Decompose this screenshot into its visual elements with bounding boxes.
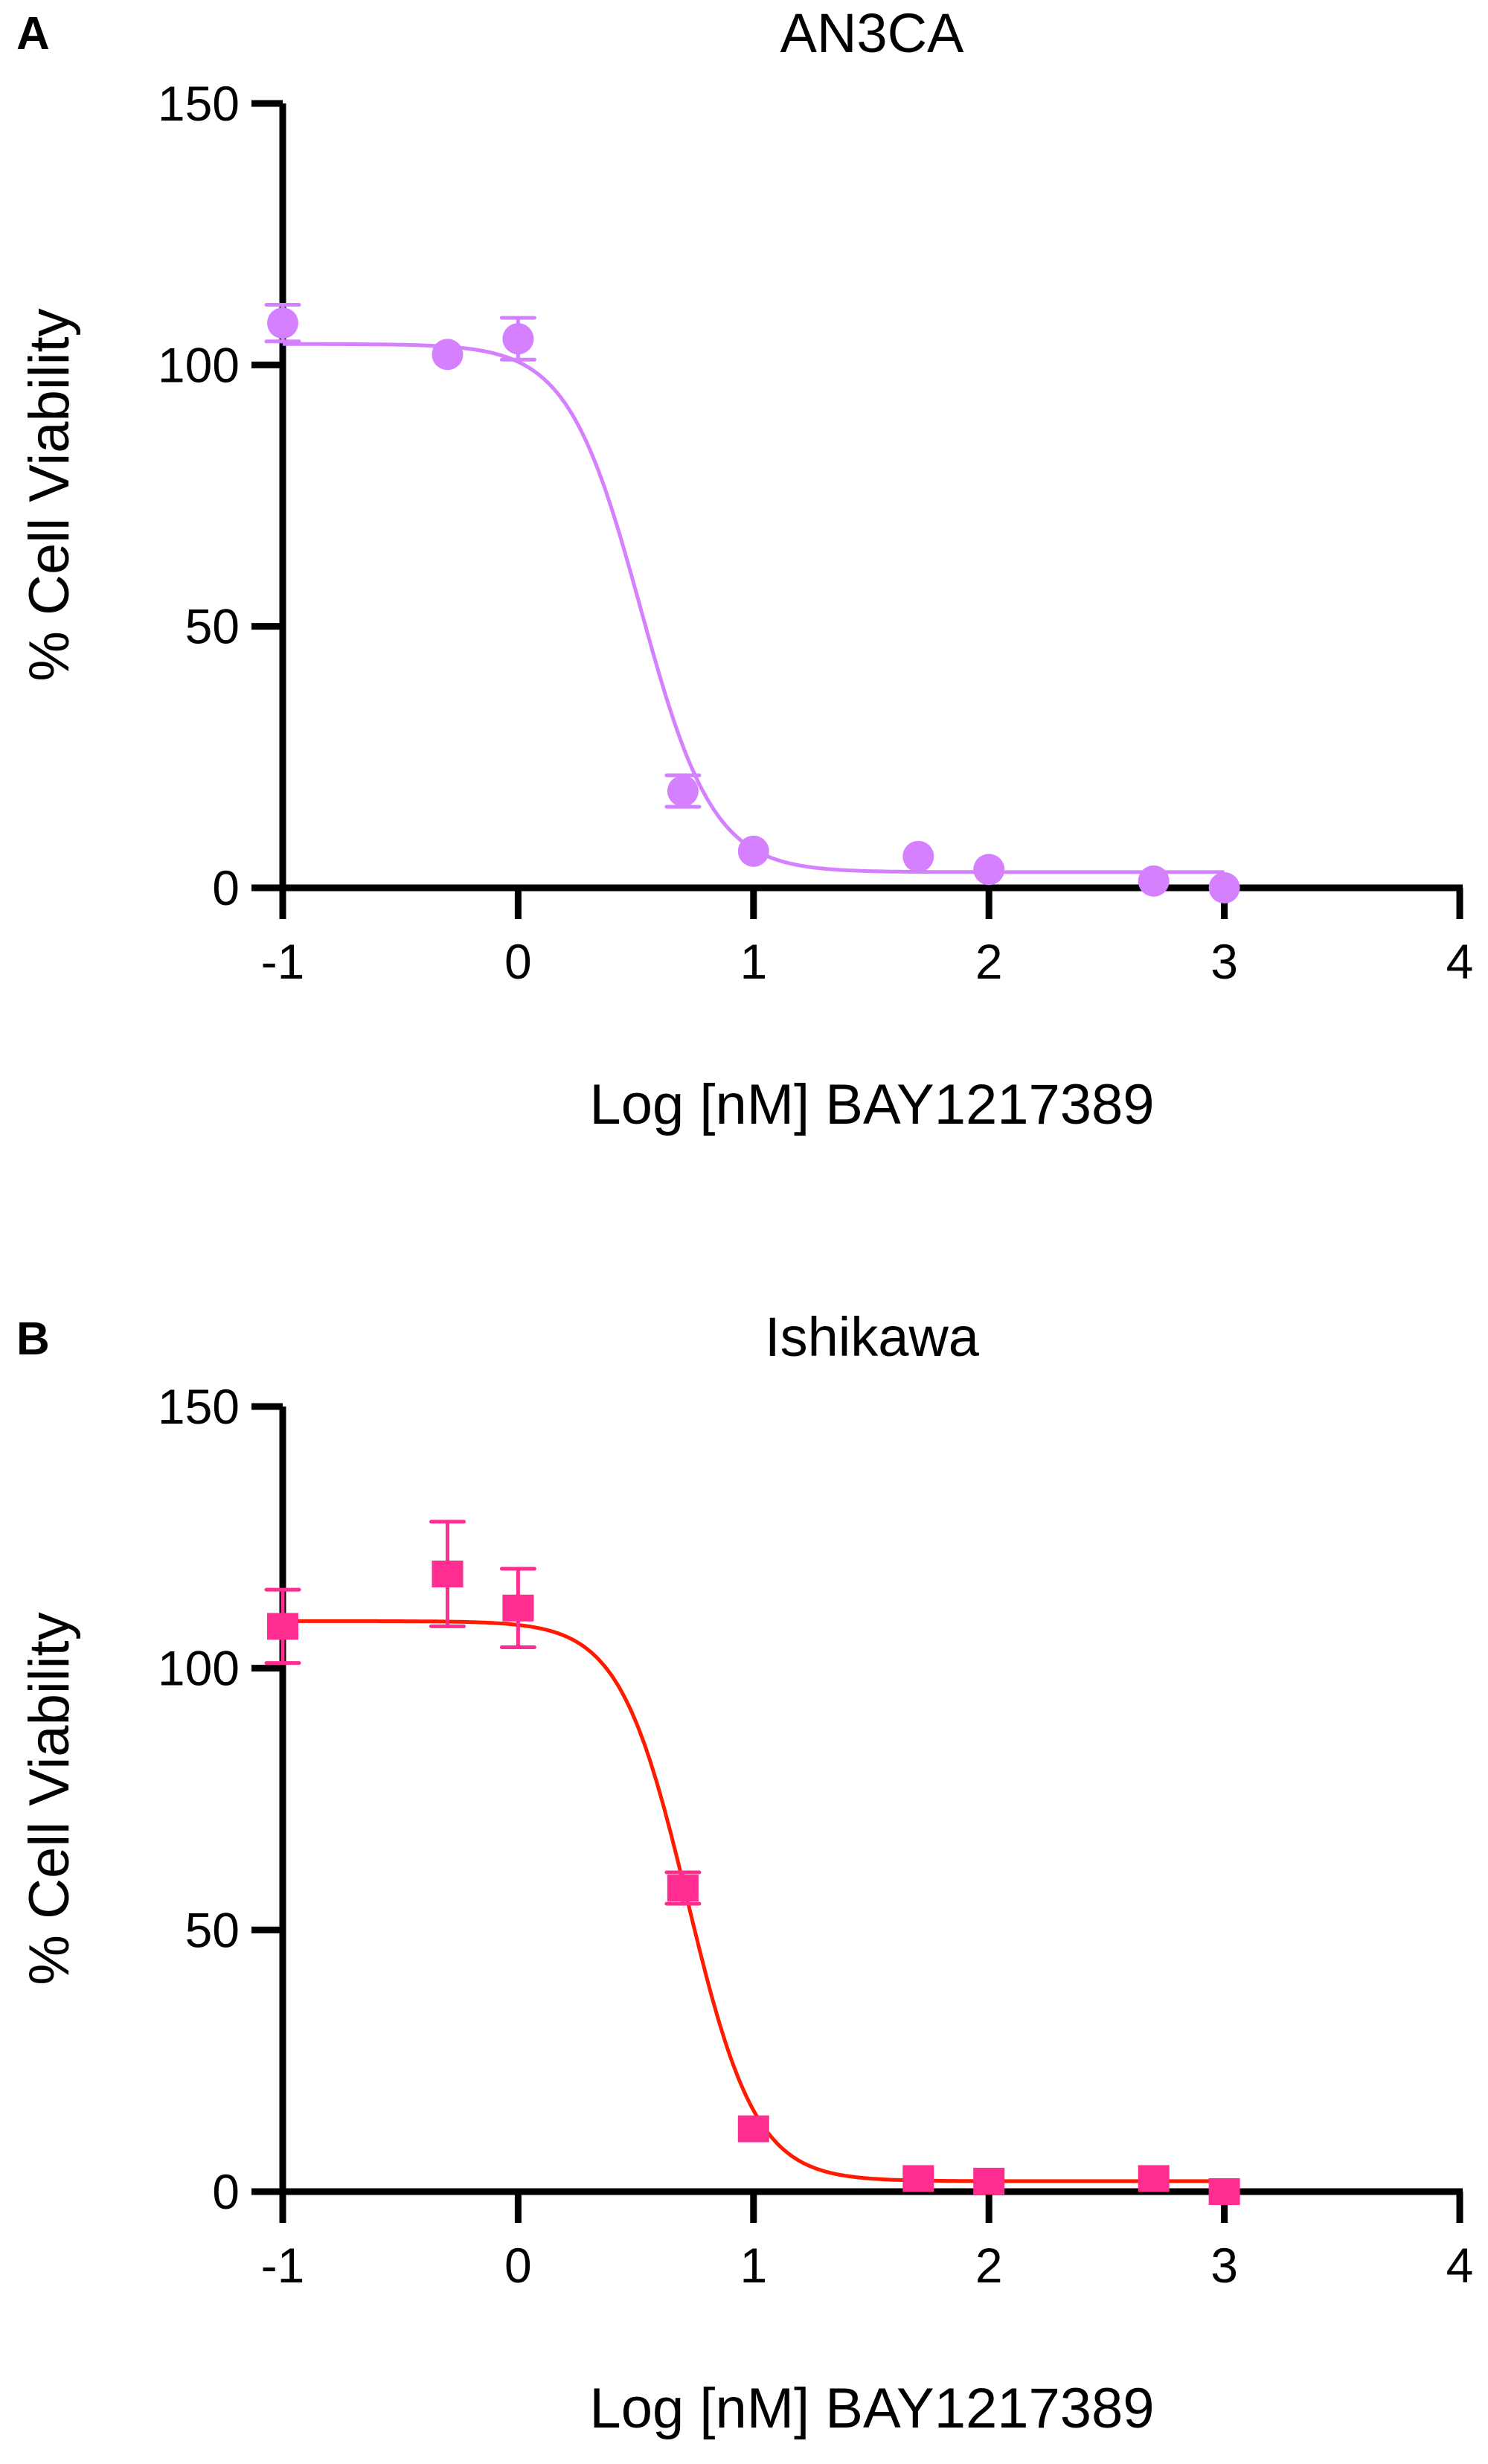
x-tick-label: -1 bbox=[261, 2238, 305, 2293]
x-tick-label: 4 bbox=[1446, 934, 1474, 989]
y-tick-label: 0 bbox=[212, 2164, 240, 2219]
panel-b: B Ishikawa % Cell Viability Log [nM] BAY… bbox=[16, 1306, 1473, 2440]
x-tick-label: 1 bbox=[740, 934, 767, 989]
axes: -1 0 1 2 3 4 0 50 100 150 bbox=[158, 1379, 1473, 2293]
y-tick-label: 150 bbox=[158, 76, 240, 131]
data-point bbox=[973, 854, 1005, 886]
data-point bbox=[432, 1561, 464, 1588]
y-tick-label: 100 bbox=[158, 337, 240, 392]
data-point bbox=[737, 835, 769, 867]
y-axis-label: % Cell Viability bbox=[18, 1612, 81, 1985]
y-tick-label: 100 bbox=[158, 1641, 240, 1696]
chart-title: AN3CA bbox=[780, 2, 964, 64]
fit-curve bbox=[283, 342, 1225, 874]
data-point bbox=[1138, 2165, 1170, 2192]
x-tick-label: 3 bbox=[1210, 934, 1238, 989]
data-point bbox=[267, 1613, 298, 1640]
panel-a: A AN3CA % Cell Viability Log [nM] BAY121… bbox=[16, 2, 1473, 1136]
x-tick-label: 4 bbox=[1446, 2238, 1474, 2293]
x-axis-label: Log [nM] BAY1217389 bbox=[589, 1073, 1154, 1136]
x-tick-label: -1 bbox=[261, 934, 305, 989]
x-tick-label: 0 bbox=[504, 2238, 532, 2293]
x-axis-label: Log [nM] BAY1217389 bbox=[589, 2377, 1154, 2440]
axes: -1 0 1 2 3 4 0 50 100 150 bbox=[158, 76, 1473, 989]
data-point bbox=[432, 339, 464, 371]
data-point bbox=[1208, 872, 1240, 903]
data-point bbox=[667, 1875, 699, 1902]
y-tick-label: 150 bbox=[158, 1379, 240, 1434]
x-tick-label: 2 bbox=[975, 2238, 1003, 2293]
data-point bbox=[267, 307, 298, 339]
panel-letter: A bbox=[16, 8, 50, 60]
x-tick-label: 0 bbox=[504, 934, 532, 989]
data-point bbox=[737, 2115, 769, 2143]
y-tick-label: 50 bbox=[185, 599, 240, 654]
data-point bbox=[1208, 2178, 1240, 2205]
data-point bbox=[1138, 865, 1170, 897]
x-tick-label: 1 bbox=[740, 2238, 767, 2293]
y-tick-label: 0 bbox=[212, 860, 240, 915]
data-point bbox=[667, 775, 699, 807]
chart-title: Ishikawa bbox=[765, 1306, 980, 1368]
data-point bbox=[902, 840, 934, 872]
y-tick-label: 50 bbox=[185, 1902, 240, 1957]
panel-letter: B bbox=[16, 1313, 50, 1365]
x-tick-label: 3 bbox=[1210, 2238, 1238, 2293]
data-point bbox=[502, 323, 534, 355]
data-point bbox=[502, 1594, 534, 1622]
data-point bbox=[973, 2167, 1005, 2195]
fit-curve bbox=[283, 1619, 1225, 2183]
data-point bbox=[902, 2165, 934, 2192]
y-axis-label: % Cell Viability bbox=[18, 308, 81, 681]
x-tick-label: 2 bbox=[975, 934, 1003, 989]
